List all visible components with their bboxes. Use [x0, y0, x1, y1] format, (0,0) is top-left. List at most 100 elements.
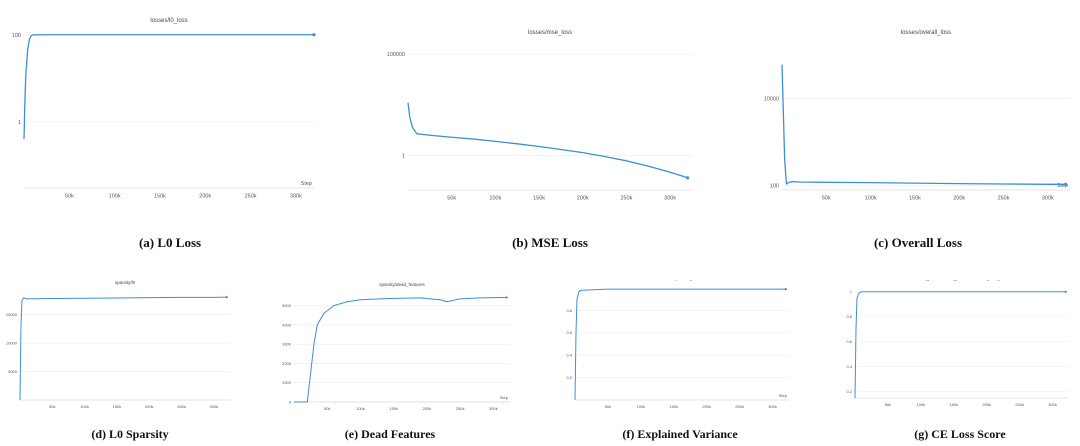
mse_loss-y-tick-label: 100000	[387, 52, 405, 58]
dead_features-x-tick-label: 250k	[456, 406, 465, 410]
dead_features-y-tick-label: 4000	[282, 322, 292, 327]
l0_loss-y-tick-label: 1	[18, 120, 21, 126]
l0_loss-x-tick-label: 150k	[154, 194, 166, 200]
l0_loss-title: losses/l0_loss	[150, 18, 187, 24]
sparsity_l0-x-tick-label: 250k	[177, 404, 186, 409]
caption-ce-loss-score: (g) CE Loss Score	[914, 427, 1006, 441]
dead_features-x-axis-label: Step	[500, 395, 509, 400]
chart-dead-features: sparsity/dead_features 0 1000 2000 3000 4000 5…	[282, 282, 510, 410]
sparsity_l0-x-tick-label: 50k	[49, 404, 55, 409]
mse_loss-x-tick-label: 250k	[620, 196, 632, 202]
overall_loss-x-tick-label: 100k	[865, 196, 877, 202]
ce_loss_score-y-tick-label: 1	[850, 289, 853, 294]
dead_features-series-line	[294, 296, 507, 403]
dead_features-x-tick-label: 150k	[389, 406, 398, 410]
ce_loss_score-x-tick-label: 150k	[949, 402, 958, 407]
sparsity_l0-y-tick-label: 5000	[8, 369, 18, 374]
mse_loss-x-tick-label: 50k	[447, 196, 456, 202]
chart-panel-l0-sparsity: sparsity/l0 5000 10000 15000 50k 100k 150k 200k…	[0, 280, 235, 410]
overall_loss-x-axis-label: Step	[1057, 183, 1068, 189]
l0_loss-x-axis-label: Step	[301, 181, 312, 187]
chart-explained-variance: metrics/explained_variance 0.2 0.4 0.6 0.8 50…	[566, 280, 789, 409]
explained_variance-title: metrics/explained_variance	[655, 280, 710, 281]
explained_variance-x-tick-label: 250k	[735, 404, 744, 409]
explained_variance-y-tick-label: 0.6	[566, 330, 572, 335]
dead_features-y-tick-label: 2000	[282, 361, 292, 366]
mse_loss-series-line	[407, 102, 688, 179]
sparsity_l0-x-tick-label: 100k	[80, 404, 89, 409]
mse_loss-x-tick-label: 300k	[664, 196, 676, 202]
l0_loss-y-tick-label: 100	[12, 33, 21, 39]
explained_variance-y-tick-label: 0.4	[566, 353, 572, 358]
overall_loss-x-tick-label: 200k	[953, 196, 965, 202]
mse_loss-title: losses/mse_loss	[528, 30, 572, 36]
l0_loss-end-marker	[312, 33, 316, 37]
dead_features-title: sparsity/dead_features	[379, 282, 425, 287]
chart-panel-ce-loss-score: model_performance_preservation/ce_loss_s…	[835, 280, 1075, 410]
l0_loss-x-tick-label: 250k	[245, 194, 257, 200]
explained_variance-y-tick-label: 0.8	[566, 308, 572, 313]
explained_variance-end-marker	[784, 288, 787, 291]
chart-l0-sparsity: sparsity/l0 5000 10000 15000 50k 100k 150k 200k…	[6, 280, 230, 409]
mse_loss-y-tick-label: 1	[402, 153, 405, 159]
ce_loss_score-x-tick-label: 100k	[917, 402, 926, 407]
sparsity_l0-x-tick-label: 150k	[113, 404, 122, 409]
ce_loss_score-x-tick-label: 200k	[982, 402, 991, 407]
ce_loss_score-title: model_performance_preservation/ce_loss_s…	[913, 280, 1011, 281]
caption-l0-sparsity: (d) L0 Sparsity	[91, 427, 169, 441]
explained_variance-x-tick-label: 50k	[605, 404, 611, 409]
overall_loss-title: losses/overall_loss	[901, 30, 951, 36]
mse_loss-end-marker	[686, 176, 690, 180]
overall_loss-y-tick-label: 100	[770, 184, 779, 190]
chart-panel-dead-features: sparsity/dead_features 0 1000 2000 3000 4000 5…	[270, 280, 515, 410]
ce_loss_score-x-tick-label: 50k	[885, 402, 891, 407]
l0_loss-x-tick-label: 300k	[290, 194, 302, 200]
chart-ce-loss-score: model_performance_preservation/ce_loss_s…	[846, 280, 1069, 407]
explained_variance-x-tick-label: 100k	[637, 404, 646, 409]
chart-l0-loss: losses/l0_loss 1 100 50k 100k 150k 200k 250k 300…	[12, 18, 316, 200]
caption-overall-loss: (c) Overall Loss	[873, 235, 963, 250]
chart-panel-explained-variance: metrics/explained_variance 0.2 0.4 0.6 0.8 50…	[555, 280, 795, 410]
ce_loss_score-y-tick-label: 0.2	[846, 389, 852, 394]
ce_loss_score-x-tick-label: 300k	[1048, 402, 1057, 407]
overall_loss-x-tick-label: 150k	[909, 196, 921, 202]
ce_loss_score-x-tick-label: 250k	[1015, 402, 1024, 407]
dead_features-y-tick-label: 3000	[282, 342, 292, 347]
sparsity_l0-title: sparsity/l0	[115, 280, 136, 285]
dead_features-x-tick-label: 300k	[489, 406, 498, 410]
overall_loss-y-tick-label: 10000	[764, 97, 779, 103]
explained_variance-x-tick-label: 150k	[669, 404, 678, 409]
explained_variance-series-line	[574, 288, 786, 401]
caption-l0-loss: (a) L0 Loss	[138, 235, 202, 250]
explained_variance-x-tick-label: 300k	[768, 404, 777, 409]
chart-mse-loss: losses/mse_loss 1 100000 50k 100k 150k 200k 250…	[387, 30, 692, 202]
overall_loss-x-tick-label: 50k	[822, 196, 831, 202]
dead_features-y-tick-label: 5000	[282, 303, 292, 308]
sparsity_l0-x-tick-label: 300k	[210, 404, 219, 409]
ce_loss_score-y-tick-label: 0.8	[846, 314, 852, 319]
chart-panel-l0-loss: losses/l0_loss 1 100 50k 100k 150k 200k 250k 300…	[0, 8, 320, 204]
ce_loss_score-end-marker	[1064, 290, 1067, 293]
caption-explained-variance: (f) Explained Variance	[622, 427, 738, 441]
sparsity_l0-series-line	[19, 296, 227, 401]
explained_variance-x-tick-label: 200k	[702, 404, 711, 409]
sparsity_l0-end-marker	[225, 296, 228, 299]
dead_features-end-marker	[505, 296, 508, 299]
sparsity_l0-y-tick-label: 15000	[6, 312, 18, 317]
sparsity_l0-x-tick-label: 200k	[145, 404, 154, 409]
overall_loss-end-marker	[1063, 182, 1068, 186]
dead_features-y-tick-label: 0	[289, 399, 292, 404]
dead_features-y-tick-label: 1000	[282, 380, 292, 385]
caption-mse-loss: (b) MSE Loss	[512, 235, 588, 250]
overall_loss-x-tick-label: 300k	[1042, 196, 1054, 202]
dead_features-x-tick-label: 100k	[356, 406, 365, 410]
ce_loss_score-y-tick-label: 0.6	[846, 339, 852, 344]
dead_features-x-tick-label: 50k	[324, 406, 330, 410]
chart-panel-overall-loss: losses/overall_loss 100 10000 50k 100k 150k 20…	[748, 20, 1076, 206]
dead_features-x-tick-label: 200k	[423, 406, 432, 410]
explained_variance-x-axis-label: Step	[779, 393, 788, 398]
ce_loss_score-series-line	[854, 291, 1066, 399]
mse_loss-x-tick-label: 200k	[577, 196, 589, 202]
caption-dead-features: (e) Dead Features	[344, 427, 436, 441]
explained_variance-y-tick-label: 0.2	[566, 375, 572, 380]
